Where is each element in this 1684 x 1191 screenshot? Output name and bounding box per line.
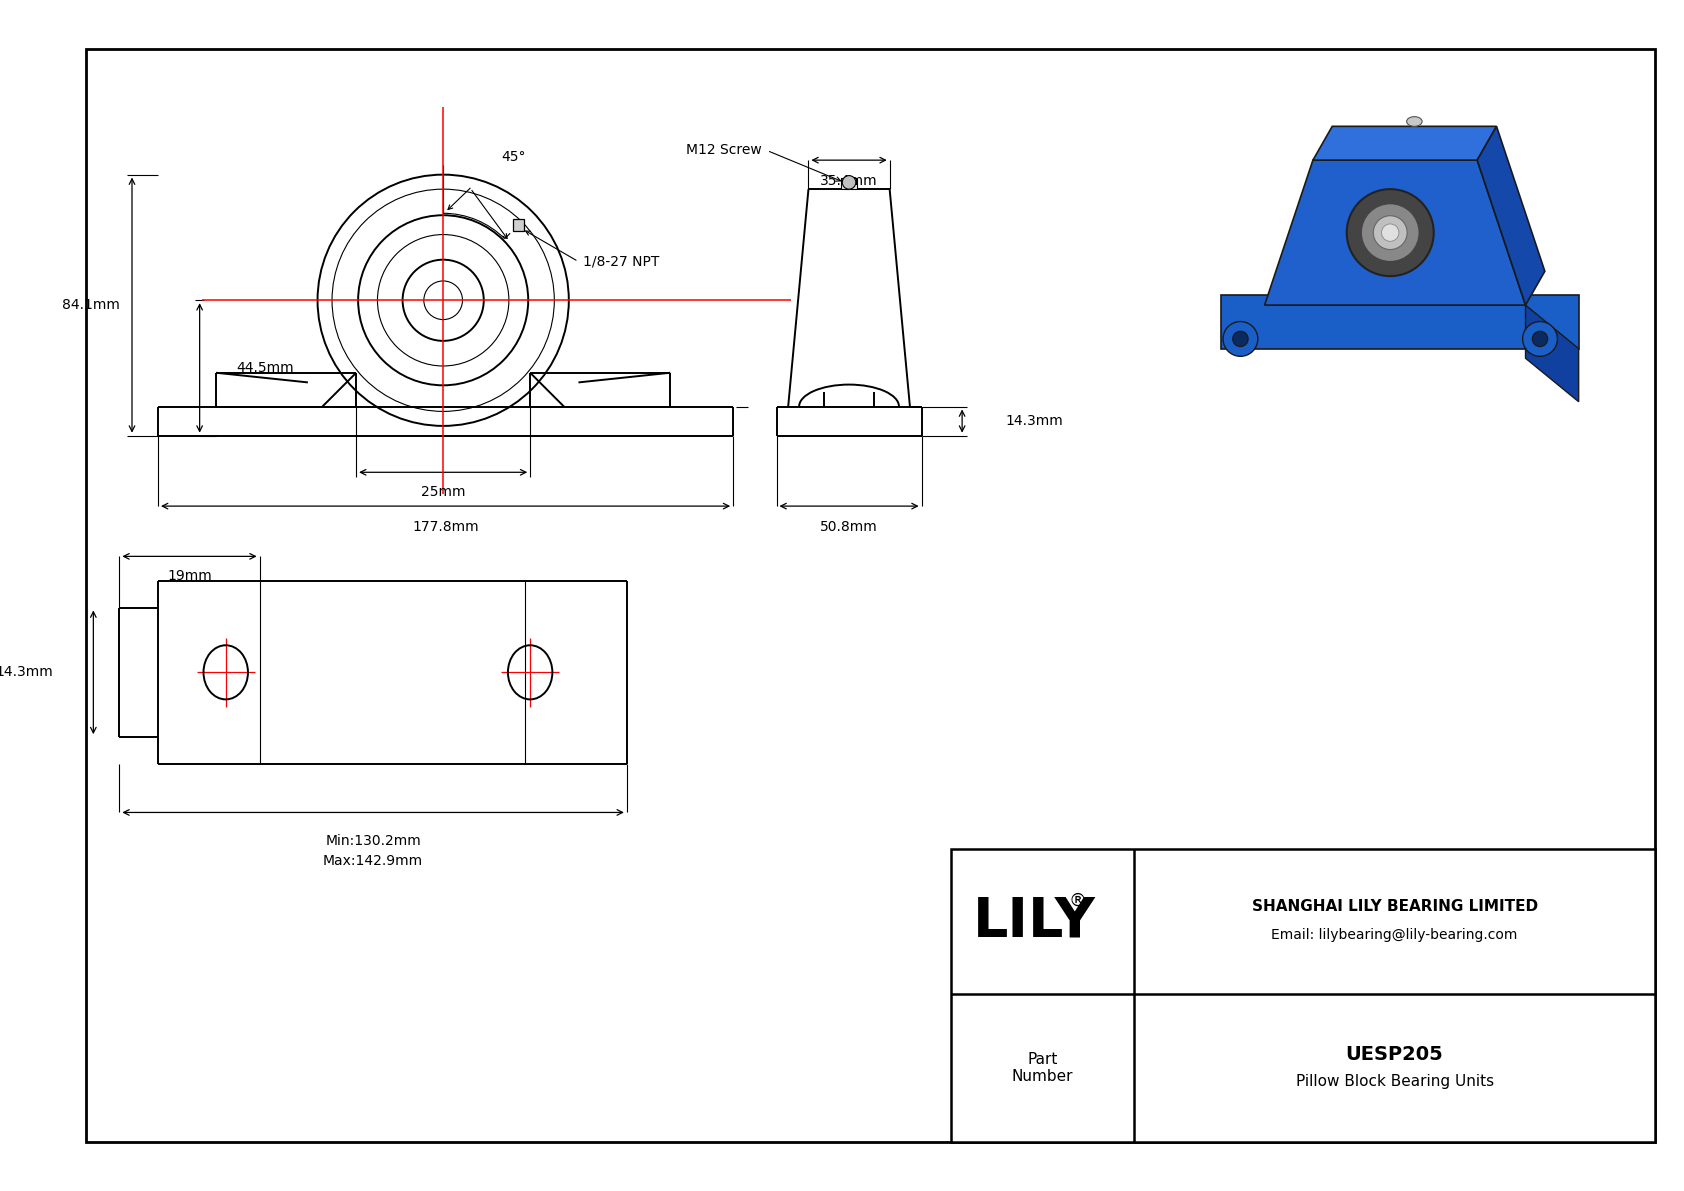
Text: Min:130.2mm: Min:130.2mm [325, 835, 421, 848]
Circle shape [1522, 322, 1558, 356]
Text: UESP205: UESP205 [1346, 1045, 1443, 1064]
Polygon shape [1526, 305, 1578, 401]
Circle shape [842, 175, 855, 189]
Text: 44.5mm: 44.5mm [236, 361, 295, 375]
Ellipse shape [1347, 189, 1433, 276]
FancyBboxPatch shape [1221, 295, 1578, 349]
Text: 177.8mm: 177.8mm [413, 520, 478, 535]
Bar [950, 849, 1655, 1142]
Text: 14.3mm: 14.3mm [1005, 414, 1063, 428]
Circle shape [1532, 331, 1548, 347]
Ellipse shape [1381, 224, 1399, 242]
Text: Part
Number: Part Number [1012, 1052, 1073, 1084]
Text: 14.3mm: 14.3mm [0, 666, 52, 679]
Ellipse shape [1361, 204, 1420, 262]
Polygon shape [1477, 126, 1544, 305]
Text: ®: ® [1068, 891, 1086, 910]
Text: SHANGHAI LILY BEARING LIMITED: SHANGHAI LILY BEARING LIMITED [1251, 899, 1537, 913]
Text: 50.8mm: 50.8mm [820, 520, 877, 535]
Text: 45°: 45° [502, 150, 525, 164]
Bar [842, 177, 857, 189]
Ellipse shape [1374, 216, 1408, 250]
Polygon shape [1314, 126, 1497, 160]
Text: Pillow Block Bearing Units: Pillow Block Bearing Units [1295, 1074, 1494, 1089]
Text: 35.4mm: 35.4mm [820, 174, 877, 188]
Text: 84.1mm: 84.1mm [62, 298, 120, 312]
Text: M12 Screw: M12 Screw [687, 143, 763, 157]
Text: Email: lilybearing@lily-bearing.com: Email: lilybearing@lily-bearing.com [1271, 928, 1517, 942]
Text: 1/8-27 NPT: 1/8-27 NPT [583, 255, 660, 269]
Ellipse shape [1406, 117, 1421, 126]
Bar [512, 219, 524, 231]
Circle shape [1223, 322, 1258, 356]
Text: 25mm: 25mm [421, 485, 465, 499]
Polygon shape [1265, 160, 1526, 305]
Text: Max:142.9mm: Max:142.9mm [323, 854, 423, 868]
Circle shape [1233, 331, 1248, 347]
Text: 19mm: 19mm [167, 568, 212, 582]
Text: LILY: LILY [973, 894, 1096, 949]
